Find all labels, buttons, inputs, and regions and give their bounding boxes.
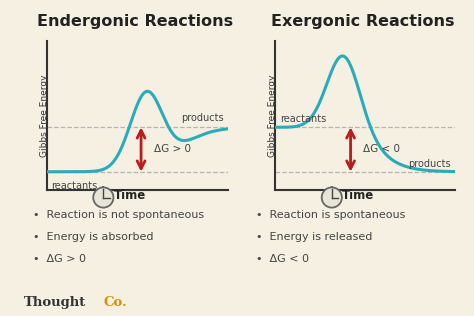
Text: reactants: reactants — [51, 181, 97, 191]
Text: ΔG > 0: ΔG > 0 — [154, 144, 191, 155]
Circle shape — [93, 187, 113, 208]
Text: Thought: Thought — [24, 296, 86, 309]
Y-axis label: Gibbs Free Energy: Gibbs Free Energy — [268, 74, 277, 157]
Text: Exergonic Reactions: Exergonic Reactions — [271, 14, 455, 29]
Text: products: products — [408, 159, 451, 169]
Text: •  ΔG > 0: • ΔG > 0 — [33, 254, 86, 264]
Text: •  Energy is released: • Energy is released — [256, 232, 373, 242]
Text: •  Energy is absorbed: • Energy is absorbed — [33, 232, 154, 242]
Text: Time: Time — [342, 189, 374, 203]
Text: ΔG < 0: ΔG < 0 — [363, 144, 400, 155]
Text: Time: Time — [114, 189, 146, 203]
Text: •  ΔG < 0: • ΔG < 0 — [256, 254, 309, 264]
Text: •  Reaction is not spontaneous: • Reaction is not spontaneous — [33, 210, 204, 220]
Text: products: products — [181, 113, 223, 123]
Text: •  Reaction is spontaneous: • Reaction is spontaneous — [256, 210, 405, 220]
Text: reactants: reactants — [280, 114, 327, 124]
Circle shape — [322, 187, 342, 208]
Text: Endergonic Reactions: Endergonic Reactions — [37, 14, 233, 29]
Text: Co.: Co. — [103, 296, 127, 309]
Y-axis label: Gibbs Free Energy: Gibbs Free Energy — [40, 74, 49, 157]
